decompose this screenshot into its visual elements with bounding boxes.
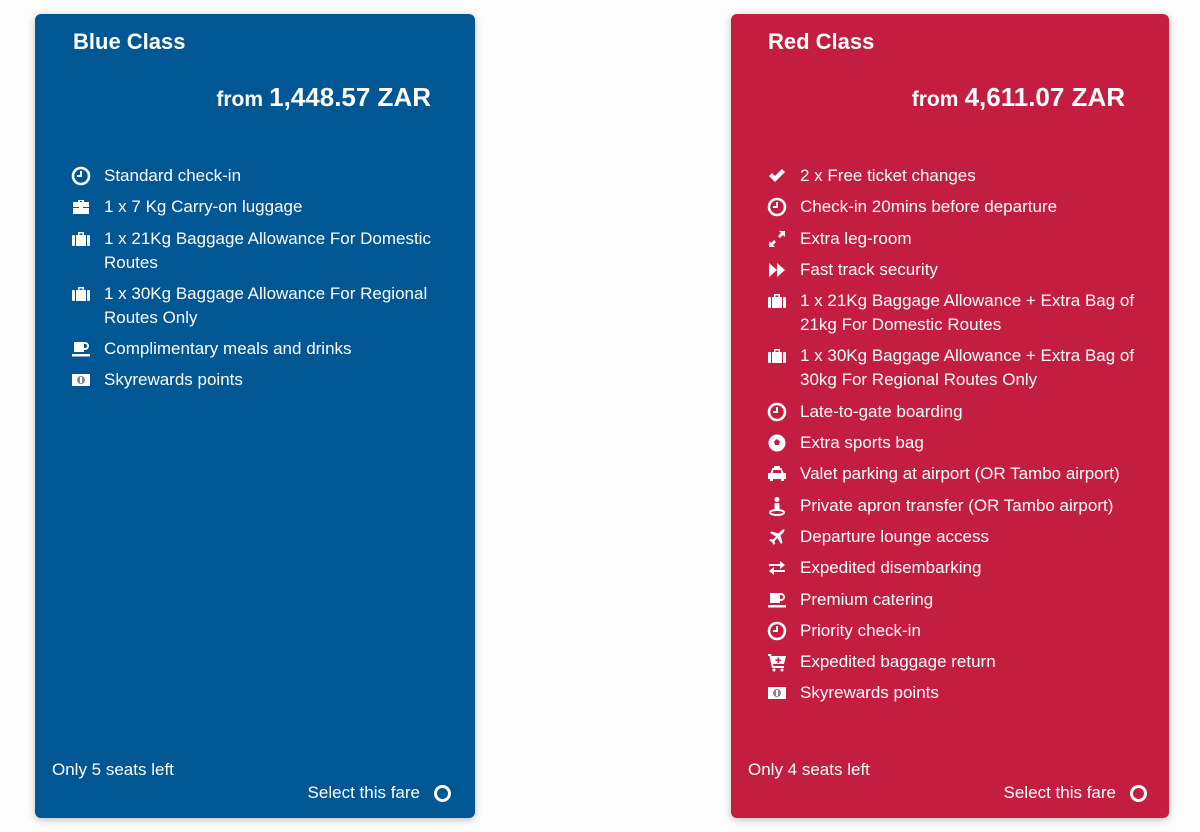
feature-item: Private apron transfer (OR Tambo airport… <box>765 494 1149 518</box>
plane-icon <box>765 525 789 549</box>
person-pin-icon <box>765 494 789 518</box>
feature-text: Expedited baggage return <box>800 652 996 672</box>
soccer-ball-icon <box>765 431 789 455</box>
feature-text: Expedited disembarking <box>800 558 982 578</box>
suitcase-icon <box>765 344 789 368</box>
feature-item: Standard check-in <box>69 164 455 188</box>
clock-icon <box>765 619 789 643</box>
suitcase-icon <box>765 289 789 313</box>
feature-text: Check-in 20mins before departure <box>800 197 1058 217</box>
fare-price: from 1,448.57 ZAR <box>216 82 431 113</box>
feature-item: Expedited baggage return <box>765 650 1149 674</box>
feature-item: Expedited disembarking <box>765 556 1149 580</box>
feature-text: 1 x 21Kg Baggage Allowance For Domestic … <box>104 228 431 272</box>
feature-item: 2 x Free ticket changes <box>765 164 1149 188</box>
suitcase-icon <box>69 227 93 251</box>
feature-item: 1 x 30Kg Baggage Allowance For Regional … <box>69 282 455 330</box>
fare-price: from 4,611.07 ZAR <box>912 82 1125 113</box>
feature-item: 1 x 21Kg Baggage Allowance + Extra Bag o… <box>765 289 1149 337</box>
coffee-icon <box>69 337 93 361</box>
feature-item: Premium catering <box>765 588 1149 612</box>
feature-item: 1 x 7 Kg Carry-on luggage <box>69 195 455 219</box>
feature-text: 1 x 7 Kg Carry-on luggage <box>104 197 303 217</box>
feature-item: 1 x 21Kg Baggage Allowance For Domestic … <box>69 227 455 275</box>
coffee-icon <box>765 588 789 612</box>
feature-item: Fast track security <box>765 258 1149 282</box>
price-amount: 1,448.57 ZAR <box>269 82 431 112</box>
taxi-icon <box>765 462 789 486</box>
feature-text: Extra sports bag <box>800 433 924 453</box>
feature-text: Valet parking at airport (OR Tambo airpo… <box>800 464 1120 484</box>
price-amount: 4,611.07 ZAR <box>964 82 1125 112</box>
feature-text: Fast track security <box>800 259 938 279</box>
fast-forward-icon <box>765 258 789 282</box>
price-prefix: from <box>911 88 959 111</box>
feature-item: Skyrewards points <box>765 681 1149 705</box>
select-fare-button[interactable]: Select this fare <box>308 783 451 803</box>
expand-icon <box>765 227 789 251</box>
select-fare-button[interactable]: Select this fare <box>1004 783 1147 803</box>
feature-text: Extra leg-room <box>800 228 912 248</box>
feature-item: Complimentary meals and drinks <box>69 337 455 361</box>
feature-text: Departure lounge access <box>800 526 990 546</box>
feature-text: Skyrewards points <box>104 370 243 390</box>
feature-item: Late-to-gate boarding <box>765 400 1149 424</box>
fare-card-red-class[interactable]: Red Class from 4,611.07 ZAR 2 x Free tic… <box>731 14 1169 818</box>
feature-text: 1 x 30Kg Baggage Allowance For Regional … <box>104 283 428 327</box>
feature-item: Priority check-in <box>765 619 1149 643</box>
feature-text: Late-to-gate boarding <box>800 401 963 421</box>
clock-icon <box>765 400 789 424</box>
seats-left: Only 4 seats left <box>748 760 870 779</box>
feature-list: 2 x Free ticket changes Check-in 20mins … <box>765 164 1149 713</box>
clock-icon <box>765 195 789 219</box>
radio-button[interactable] <box>1130 784 1147 802</box>
fare-card-blue-class[interactable]: Blue Class from 1,448.57 ZAR Standard ch… <box>35 14 475 818</box>
feature-text: Priority check-in <box>800 620 921 640</box>
feature-item: Check-in 20mins before departure <box>765 195 1149 219</box>
money-icon <box>765 681 789 705</box>
fare-title: Blue Class <box>73 29 186 54</box>
feature-text: Private apron transfer (OR Tambo airport… <box>800 495 1114 515</box>
feature-text: Complimentary meals and drinks <box>104 339 352 359</box>
radio-button[interactable] <box>434 784 451 802</box>
feature-item: Extra sports bag <box>765 431 1149 455</box>
select-fare-label: Select this fare <box>307 783 420 802</box>
briefcase-icon <box>69 195 93 219</box>
feature-item: Skyrewards points <box>69 368 455 392</box>
select-fare-label: Select this fare <box>1003 783 1116 802</box>
feature-text: 1 x 30Kg Baggage Allowance + Extra Bag o… <box>800 346 1135 390</box>
feature-text: Standard check-in <box>104 166 242 185</box>
suitcase-icon <box>69 282 93 306</box>
feature-text: Skyrewards points <box>800 683 939 703</box>
exchange-icon <box>765 556 789 580</box>
money-icon <box>69 368 93 392</box>
feature-item: Departure lounge access <box>765 525 1149 549</box>
seats-left: Only 5 seats left <box>52 760 174 779</box>
feature-text: Premium catering <box>800 589 934 609</box>
feature-item: 1 x 30Kg Baggage Allowance + Extra Bag o… <box>765 344 1149 392</box>
cart-icon <box>765 650 789 674</box>
feature-item: Valet parking at airport (OR Tambo airpo… <box>765 462 1149 486</box>
feature-text: 1 x 21Kg Baggage Allowance + Extra Bag o… <box>800 291 1135 335</box>
feature-list: Standard check-in 1 x 7 Kg Carry-on lugg… <box>69 164 455 400</box>
feature-item: Extra leg-room <box>765 227 1149 251</box>
feature-text: 2 x Free ticket changes <box>800 166 976 185</box>
fare-title: Red Class <box>768 29 875 54</box>
clock-icon <box>69 164 93 188</box>
price-prefix: from <box>216 88 263 111</box>
check-icon <box>765 164 789 188</box>
